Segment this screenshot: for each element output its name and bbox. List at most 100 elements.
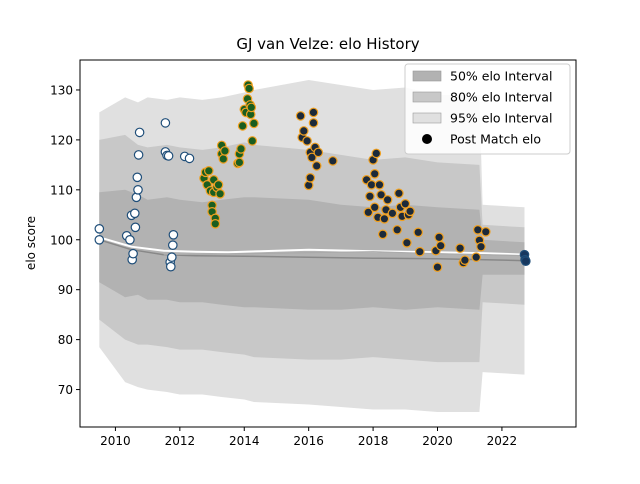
data-point-s3-25 [376, 190, 386, 200]
x-tick-label-2022: 2022 [487, 434, 518, 448]
legend-marker-4 [422, 134, 432, 144]
data-point-s3-10 [308, 118, 319, 128]
data-point-s3-8 [307, 152, 317, 163]
data-point-s3-44 [435, 240, 446, 251]
data-point-s3-17 [365, 191, 375, 202]
y-tick-label-80: 80 [58, 333, 73, 347]
data-point-s2-18 [220, 146, 230, 156]
data-point-s1-12 [133, 185, 143, 195]
data-point-s2-33 [249, 118, 259, 129]
data-point-s3-3 [298, 126, 309, 136]
data-point-s3-1 [295, 111, 306, 121]
data-point-s2-21 [234, 157, 245, 168]
data-point-s1-4 [125, 235, 135, 245]
data-point-s2-13 [213, 180, 224, 190]
data-point-s2-17 [218, 154, 229, 164]
data-point-s1-13 [133, 150, 144, 160]
data-point-s2-23 [237, 121, 248, 131]
series-4 [519, 249, 531, 266]
x-tick-label-2018: 2018 [358, 434, 389, 448]
data-point-s3-39 [413, 227, 423, 238]
legend-box [404, 63, 571, 155]
data-point-s2-28 [244, 83, 254, 94]
axes-frame [79, 59, 577, 428]
data-point-s3-45 [455, 243, 465, 253]
mean-line-3 [163, 251, 528, 257]
data-point-s3-9 [308, 107, 319, 118]
data-point-s1-11 [132, 172, 143, 183]
data-point-s1-23 [168, 230, 179, 240]
legend-label-2: 80% elo Interval [450, 90, 552, 105]
legend-label-4: Post Match elo [450, 132, 541, 147]
data-point-s1-15 [160, 118, 171, 128]
data-point-s2-22 [236, 144, 246, 154]
data-point-s3-49 [472, 225, 483, 235]
axes: 2010 2012 2014 2016 2018 2020 2022 70 80 90 100 110… [50, 59, 577, 448]
data-point-s1-25 [184, 153, 195, 164]
y-tick-label-90: 90 [58, 283, 73, 297]
mean-line-2 [99, 239, 528, 262]
y-tick-label-110: 110 [50, 183, 73, 197]
data-point-s2-4 [204, 166, 214, 176]
data-point-s3-14 [327, 156, 338, 166]
data-point-s3-42 [432, 262, 443, 272]
data-point-s2-31 [246, 102, 257, 113]
data-point-s3-24 [374, 180, 385, 190]
data-point-s2-11 [210, 219, 221, 229]
legend-label-3: 95% elo Interval [450, 111, 552, 126]
legend-label-1: 50% elo Interval [450, 69, 552, 84]
data-point-s3-6 [305, 173, 316, 183]
data-point-s4-3 [520, 256, 531, 266]
x-tick-label-2012: 2012 [165, 434, 196, 448]
y-tick-label-130: 130 [50, 83, 73, 97]
data-point-s3-29 [382, 195, 393, 205]
legend: 50% elo Interval 80% elo Interval 95% elo … [404, 63, 571, 155]
data-point-s2-32 [247, 136, 258, 146]
legend-swatch-1 [412, 70, 442, 82]
data-point-s1-2 [94, 235, 105, 245]
data-point-s3-26 [377, 229, 388, 240]
data-point-s3-47 [460, 255, 470, 265]
data-point-s1-22 [168, 240, 178, 250]
chart-title: GJ van Velze: elo History [236, 35, 419, 53]
data-point-s2-14 [215, 189, 225, 199]
data-point-s3-52 [480, 227, 491, 237]
data-point-s3-40 [414, 246, 425, 257]
y-tick-label-120: 120 [50, 133, 73, 147]
x-tick-label-2016: 2016 [293, 434, 324, 448]
series-1 [94, 118, 195, 272]
data-point-s3-13 [313, 147, 324, 158]
plot-area [94, 80, 531, 412]
data-point-s1-9 [130, 222, 141, 233]
y-tick-label-70: 70 [58, 383, 73, 397]
mean-line-1 [99, 236, 528, 256]
data-point-s3-20 [369, 202, 380, 213]
data-point-s3-36 [402, 238, 412, 248]
y-tick-label-100: 100 [50, 233, 73, 247]
data-point-s3-32 [394, 188, 404, 199]
x-tick-label-2010: 2010 [100, 434, 131, 448]
x-tick-label-2020: 2020 [422, 434, 453, 448]
data-point-s1-18 [163, 151, 174, 161]
data-point-s3-38 [405, 206, 415, 217]
data-point-s1-20 [166, 261, 176, 272]
legend-swatch-2 [412, 91, 442, 103]
data-point-s3-18 [366, 180, 377, 190]
data-point-s3-30 [387, 208, 398, 219]
data-point-s3-27 [379, 214, 390, 224]
data-point-s3-16 [363, 207, 374, 218]
data-point-s3-51 [476, 241, 486, 252]
data-point-s3-35 [400, 199, 411, 209]
series-3 [295, 107, 491, 272]
data-point-s3-48 [471, 252, 481, 263]
y-axis-label: elo score [24, 216, 38, 270]
data-point-s1-7 [128, 248, 138, 259]
plot-layer [94, 80, 531, 412]
data-point-s1-8 [130, 208, 140, 219]
data-point-s3-12 [311, 161, 322, 171]
data-point-s1-1 [94, 224, 105, 234]
data-point-s3-22 [371, 148, 382, 159]
x-tick-label-2014: 2014 [229, 434, 260, 448]
